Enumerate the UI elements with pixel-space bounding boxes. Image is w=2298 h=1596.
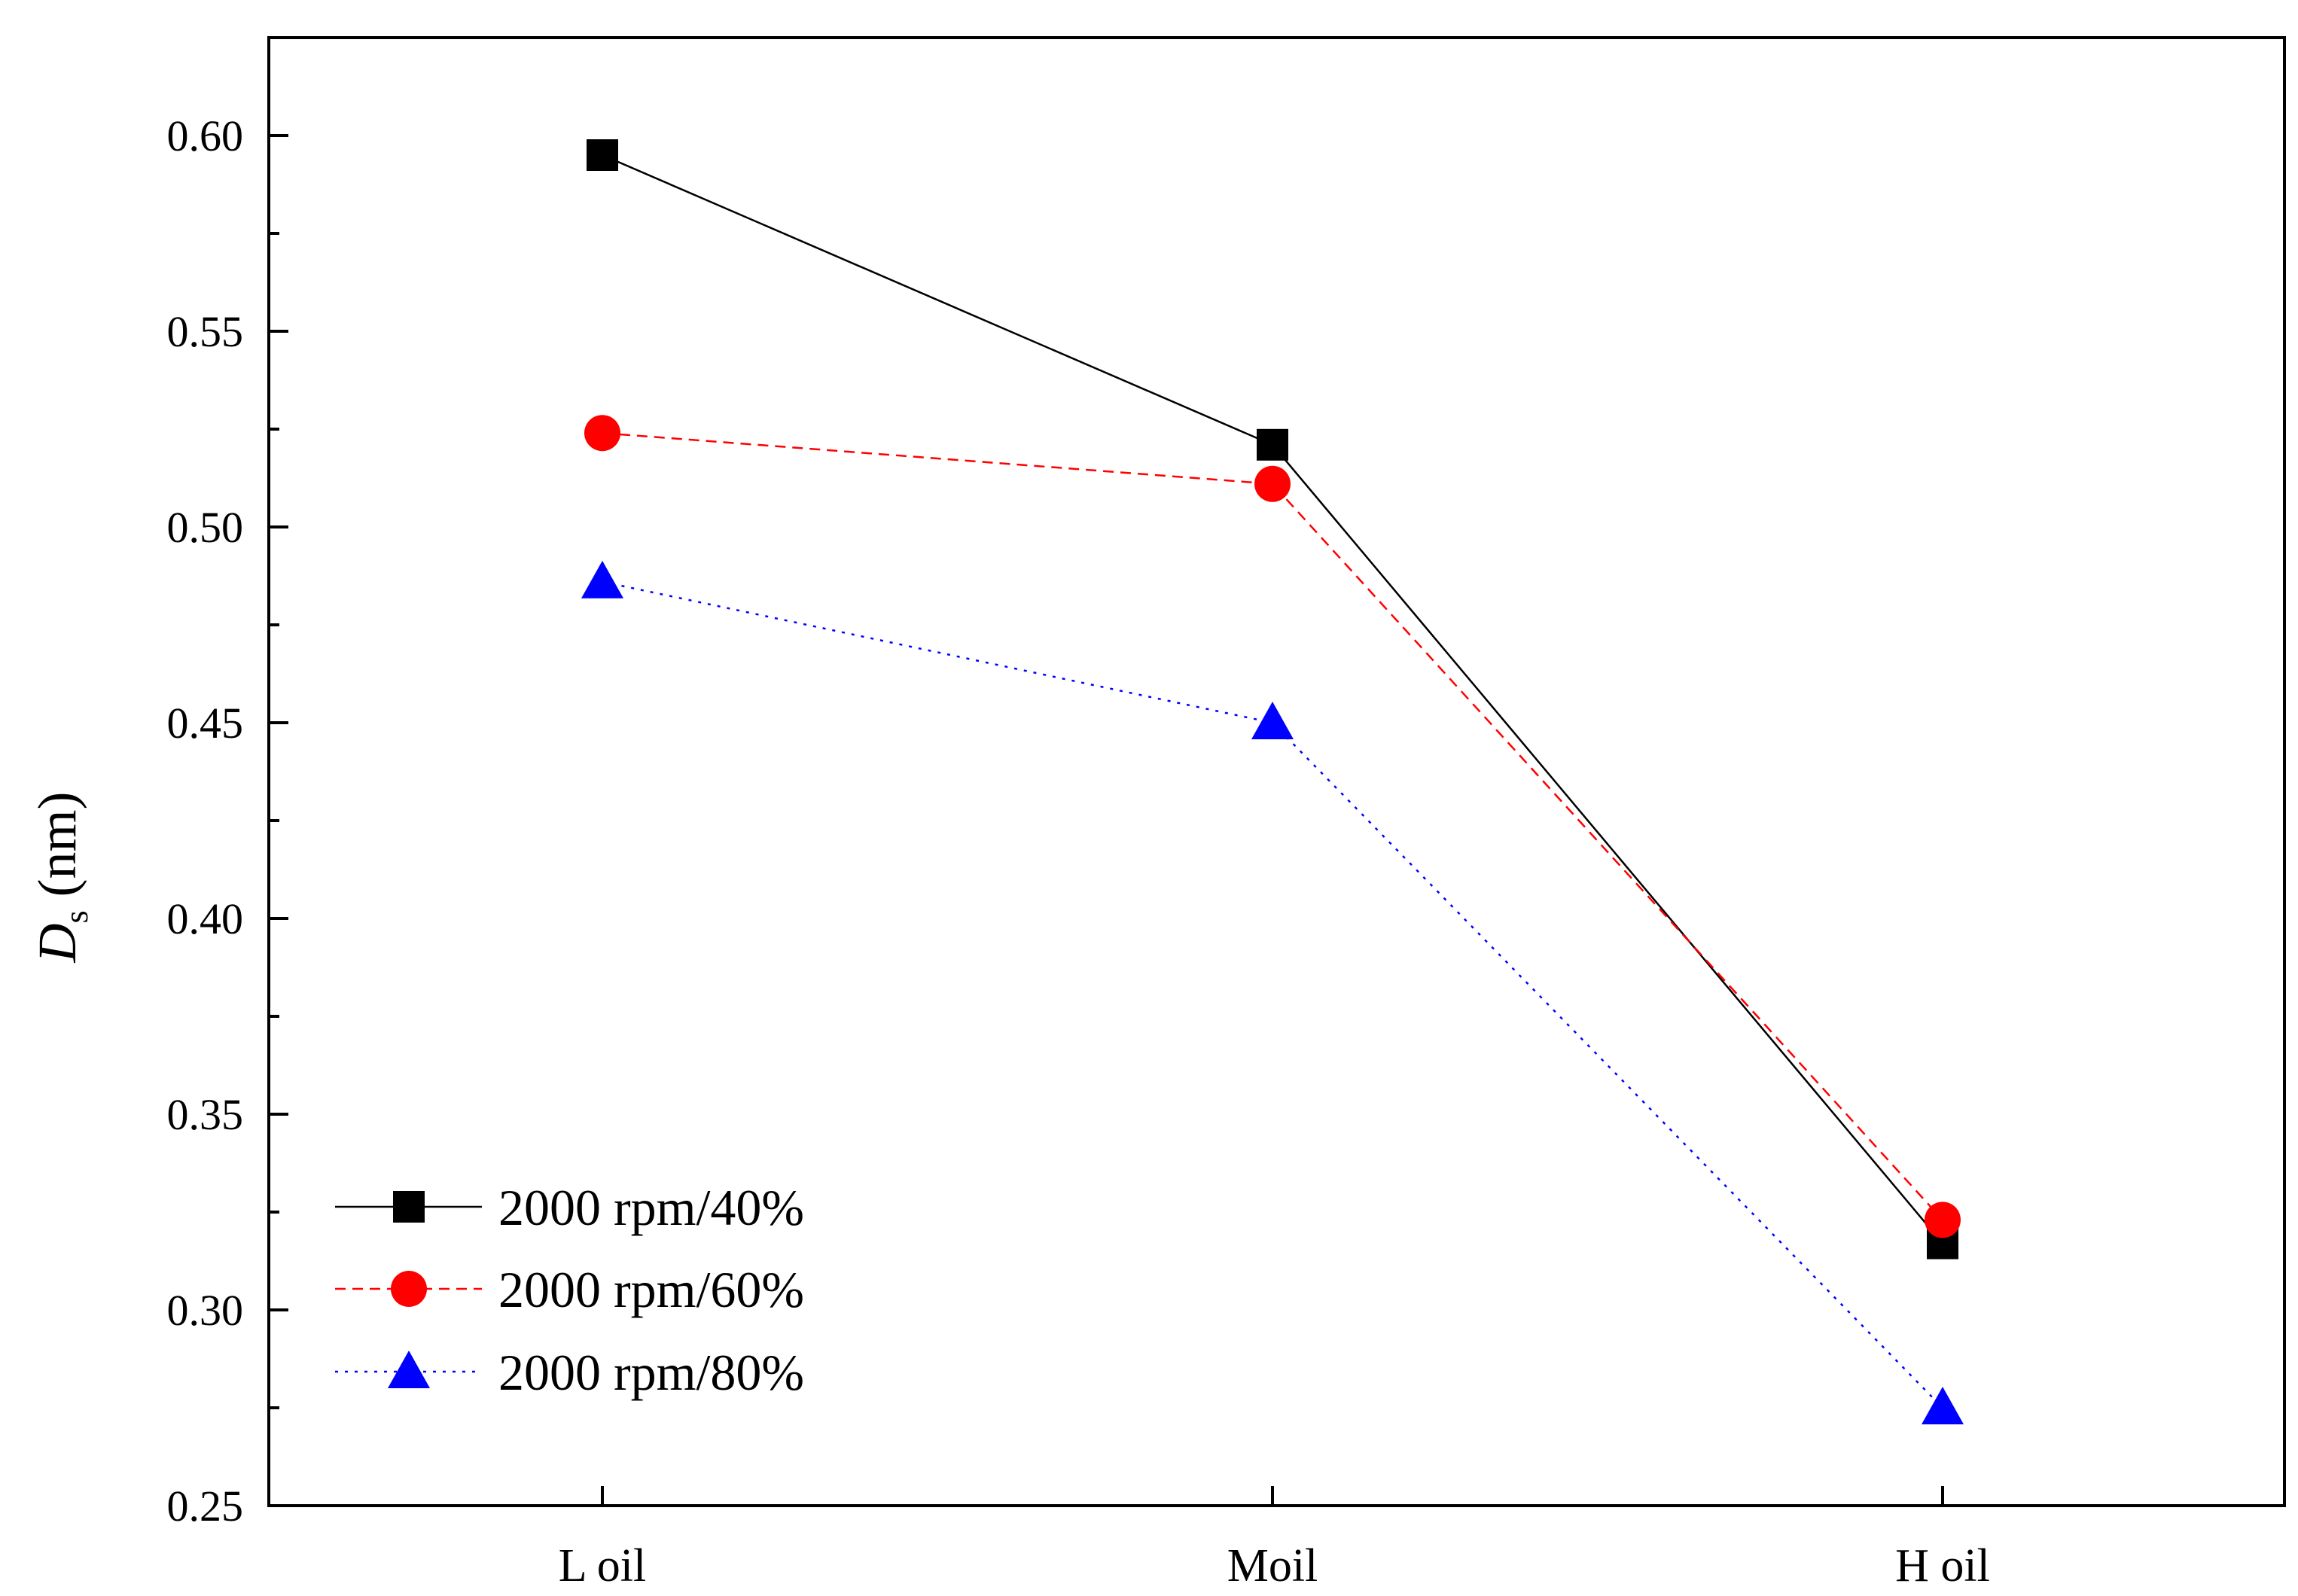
y-axis: 0.25 0.30 0.35 0.40 0.45 0.50 0.55 0.60 bbox=[167, 111, 288, 1531]
series-line-1 bbox=[602, 154, 1943, 1244]
y-tick-label: 0.40 bbox=[167, 894, 244, 943]
data-point-series-3-moil bbox=[1251, 702, 1294, 739]
y-axis-label: Ds (nm) bbox=[27, 791, 95, 963]
y-axis-label-subscript: s bbox=[58, 910, 95, 923]
y-tick-label: 0.45 bbox=[167, 699, 244, 748]
legend: 2000 rpm/40% 2000 rpm/60% 2000 rpm/80% bbox=[335, 1179, 804, 1401]
y-axis-label-unit: (nm) bbox=[27, 791, 87, 897]
data-point-series-1-moil bbox=[1257, 428, 1288, 461]
plot-frame bbox=[267, 36, 2286, 1507]
data-point-series-3-l-oil bbox=[581, 560, 623, 598]
legend-label-2: 2000 rpm/60% bbox=[498, 1261, 804, 1318]
legend-marker-3 bbox=[388, 1351, 430, 1388]
y-axis-label-text: Ds (nm) bbox=[27, 791, 95, 963]
y-tick-label: 0.50 bbox=[167, 503, 244, 552]
y-axis-label-main: D bbox=[27, 924, 87, 964]
x-category-label: H oil bbox=[1895, 1540, 1990, 1591]
data-point-series-2-l-oil bbox=[584, 415, 620, 452]
data-point-series-2-moil bbox=[1254, 465, 1291, 502]
data-point-series-1-l-oil bbox=[587, 139, 618, 171]
series-markers bbox=[581, 139, 1964, 1424]
legend-label-3: 2000 rpm/80% bbox=[498, 1344, 804, 1401]
legend-marker-1 bbox=[393, 1191, 425, 1223]
y-tick-label: 0.35 bbox=[167, 1090, 244, 1139]
series-line-2 bbox=[602, 431, 1943, 1221]
y-tick-label: 0.55 bbox=[167, 307, 244, 356]
x-category-label: Moil bbox=[1227, 1540, 1318, 1591]
legend-marker-2 bbox=[391, 1271, 427, 1307]
data-point-series-2-h-oil bbox=[1925, 1202, 1961, 1238]
y-tick-label: 0.25 bbox=[167, 1482, 244, 1531]
legend-label-1: 2000 rpm/40% bbox=[498, 1179, 804, 1236]
x-category-label: L oil bbox=[559, 1540, 647, 1591]
x-axis: L oil Moil H oil bbox=[559, 1486, 1990, 1591]
series-line-3 bbox=[602, 580, 1943, 1409]
y-tick-label: 0.60 bbox=[167, 111, 244, 160]
data-point-series-3-h-oil bbox=[1922, 1387, 1964, 1424]
y-tick-label: 0.30 bbox=[167, 1286, 244, 1335]
